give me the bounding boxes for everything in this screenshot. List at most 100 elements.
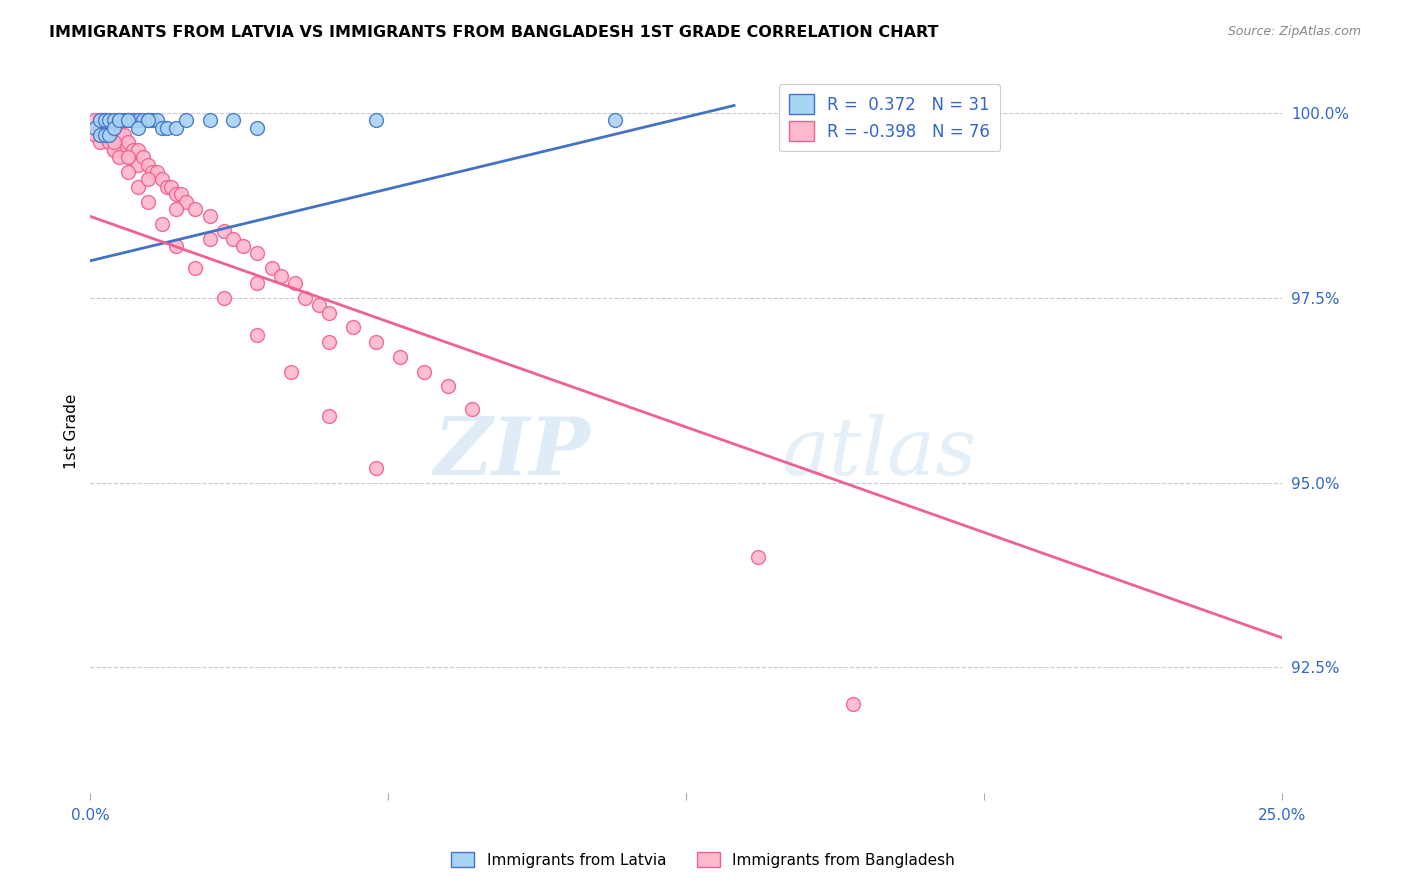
Point bbox=[103, 120, 125, 135]
Point bbox=[117, 165, 139, 179]
Text: ZIP: ZIP bbox=[434, 414, 591, 491]
Point bbox=[747, 549, 769, 564]
Point bbox=[146, 113, 169, 128]
Point bbox=[174, 113, 197, 128]
Point bbox=[156, 120, 179, 135]
Point bbox=[170, 187, 193, 202]
Point bbox=[108, 113, 131, 128]
Point bbox=[84, 128, 107, 142]
Point bbox=[184, 261, 207, 276]
Point bbox=[156, 179, 179, 194]
Point bbox=[150, 120, 173, 135]
Y-axis label: 1st Grade: 1st Grade bbox=[65, 393, 79, 468]
Legend: R =  0.372   N = 31, R = -0.398   N = 76: R = 0.372 N = 31, R = -0.398 N = 76 bbox=[779, 84, 1000, 152]
Point bbox=[136, 194, 159, 209]
Point bbox=[103, 136, 125, 150]
Point bbox=[318, 305, 340, 319]
Point bbox=[93, 128, 115, 142]
Point bbox=[117, 150, 139, 164]
Point bbox=[222, 113, 245, 128]
Point bbox=[127, 158, 149, 172]
Point bbox=[198, 231, 221, 245]
Point bbox=[132, 113, 155, 128]
Point bbox=[93, 128, 115, 142]
Point bbox=[160, 179, 183, 194]
Point bbox=[284, 276, 307, 290]
Point bbox=[165, 239, 187, 253]
Text: IMMIGRANTS FROM LATVIA VS IMMIGRANTS FROM BANGLADESH 1ST GRADE CORRELATION CHART: IMMIGRANTS FROM LATVIA VS IMMIGRANTS FRO… bbox=[49, 25, 939, 40]
Point bbox=[184, 202, 207, 216]
Point bbox=[93, 120, 115, 135]
Point bbox=[136, 172, 159, 186]
Point bbox=[127, 179, 149, 194]
Point bbox=[84, 120, 107, 135]
Point bbox=[89, 113, 111, 128]
Point bbox=[127, 113, 149, 128]
Text: Source: ZipAtlas.com: Source: ZipAtlas.com bbox=[1227, 25, 1361, 38]
Point bbox=[603, 113, 626, 128]
Point bbox=[212, 291, 235, 305]
Point bbox=[89, 120, 111, 135]
Point bbox=[103, 128, 125, 142]
Point bbox=[103, 113, 125, 128]
Point bbox=[117, 113, 139, 128]
Point bbox=[117, 113, 139, 128]
Point bbox=[103, 143, 125, 157]
Point bbox=[98, 113, 121, 128]
Point bbox=[127, 120, 149, 135]
Point bbox=[84, 113, 107, 128]
Point bbox=[136, 113, 159, 128]
Point bbox=[280, 365, 302, 379]
Point bbox=[89, 120, 111, 135]
Point bbox=[389, 350, 412, 364]
Point bbox=[246, 276, 269, 290]
Point bbox=[342, 320, 364, 334]
Point bbox=[98, 120, 121, 135]
Point bbox=[246, 120, 269, 135]
Text: atlas: atlas bbox=[782, 414, 977, 491]
Point bbox=[98, 136, 121, 150]
Point bbox=[141, 113, 163, 128]
Point bbox=[246, 246, 269, 260]
Point bbox=[461, 401, 484, 416]
Point bbox=[366, 335, 388, 350]
Legend: Immigrants from Latvia, Immigrants from Bangladesh: Immigrants from Latvia, Immigrants from … bbox=[446, 846, 960, 873]
Point bbox=[150, 172, 173, 186]
Point bbox=[260, 261, 283, 276]
Point bbox=[127, 143, 149, 157]
Point bbox=[108, 150, 131, 164]
Point bbox=[103, 143, 125, 157]
Point bbox=[93, 128, 115, 142]
Point bbox=[136, 113, 159, 128]
Point bbox=[122, 143, 145, 157]
Point bbox=[198, 113, 221, 128]
Point bbox=[318, 409, 340, 423]
Point bbox=[89, 113, 111, 128]
Point bbox=[108, 113, 131, 128]
Point bbox=[198, 210, 221, 224]
Point bbox=[89, 128, 111, 142]
Point bbox=[165, 120, 187, 135]
Point bbox=[366, 113, 388, 128]
Point bbox=[165, 187, 187, 202]
Point bbox=[366, 460, 388, 475]
Point bbox=[93, 120, 115, 135]
Point bbox=[108, 128, 131, 142]
Point bbox=[308, 298, 330, 312]
Point bbox=[122, 113, 145, 128]
Point bbox=[112, 113, 135, 128]
Point bbox=[93, 113, 115, 128]
Point bbox=[146, 165, 169, 179]
Point bbox=[141, 165, 163, 179]
Point bbox=[84, 120, 107, 135]
Point bbox=[150, 217, 173, 231]
Point bbox=[112, 143, 135, 157]
Point bbox=[98, 128, 121, 142]
Point bbox=[212, 224, 235, 238]
Point bbox=[232, 239, 254, 253]
Point bbox=[222, 231, 245, 245]
Point bbox=[132, 150, 155, 164]
Point bbox=[413, 365, 436, 379]
Point bbox=[93, 113, 115, 128]
Point bbox=[112, 128, 135, 142]
